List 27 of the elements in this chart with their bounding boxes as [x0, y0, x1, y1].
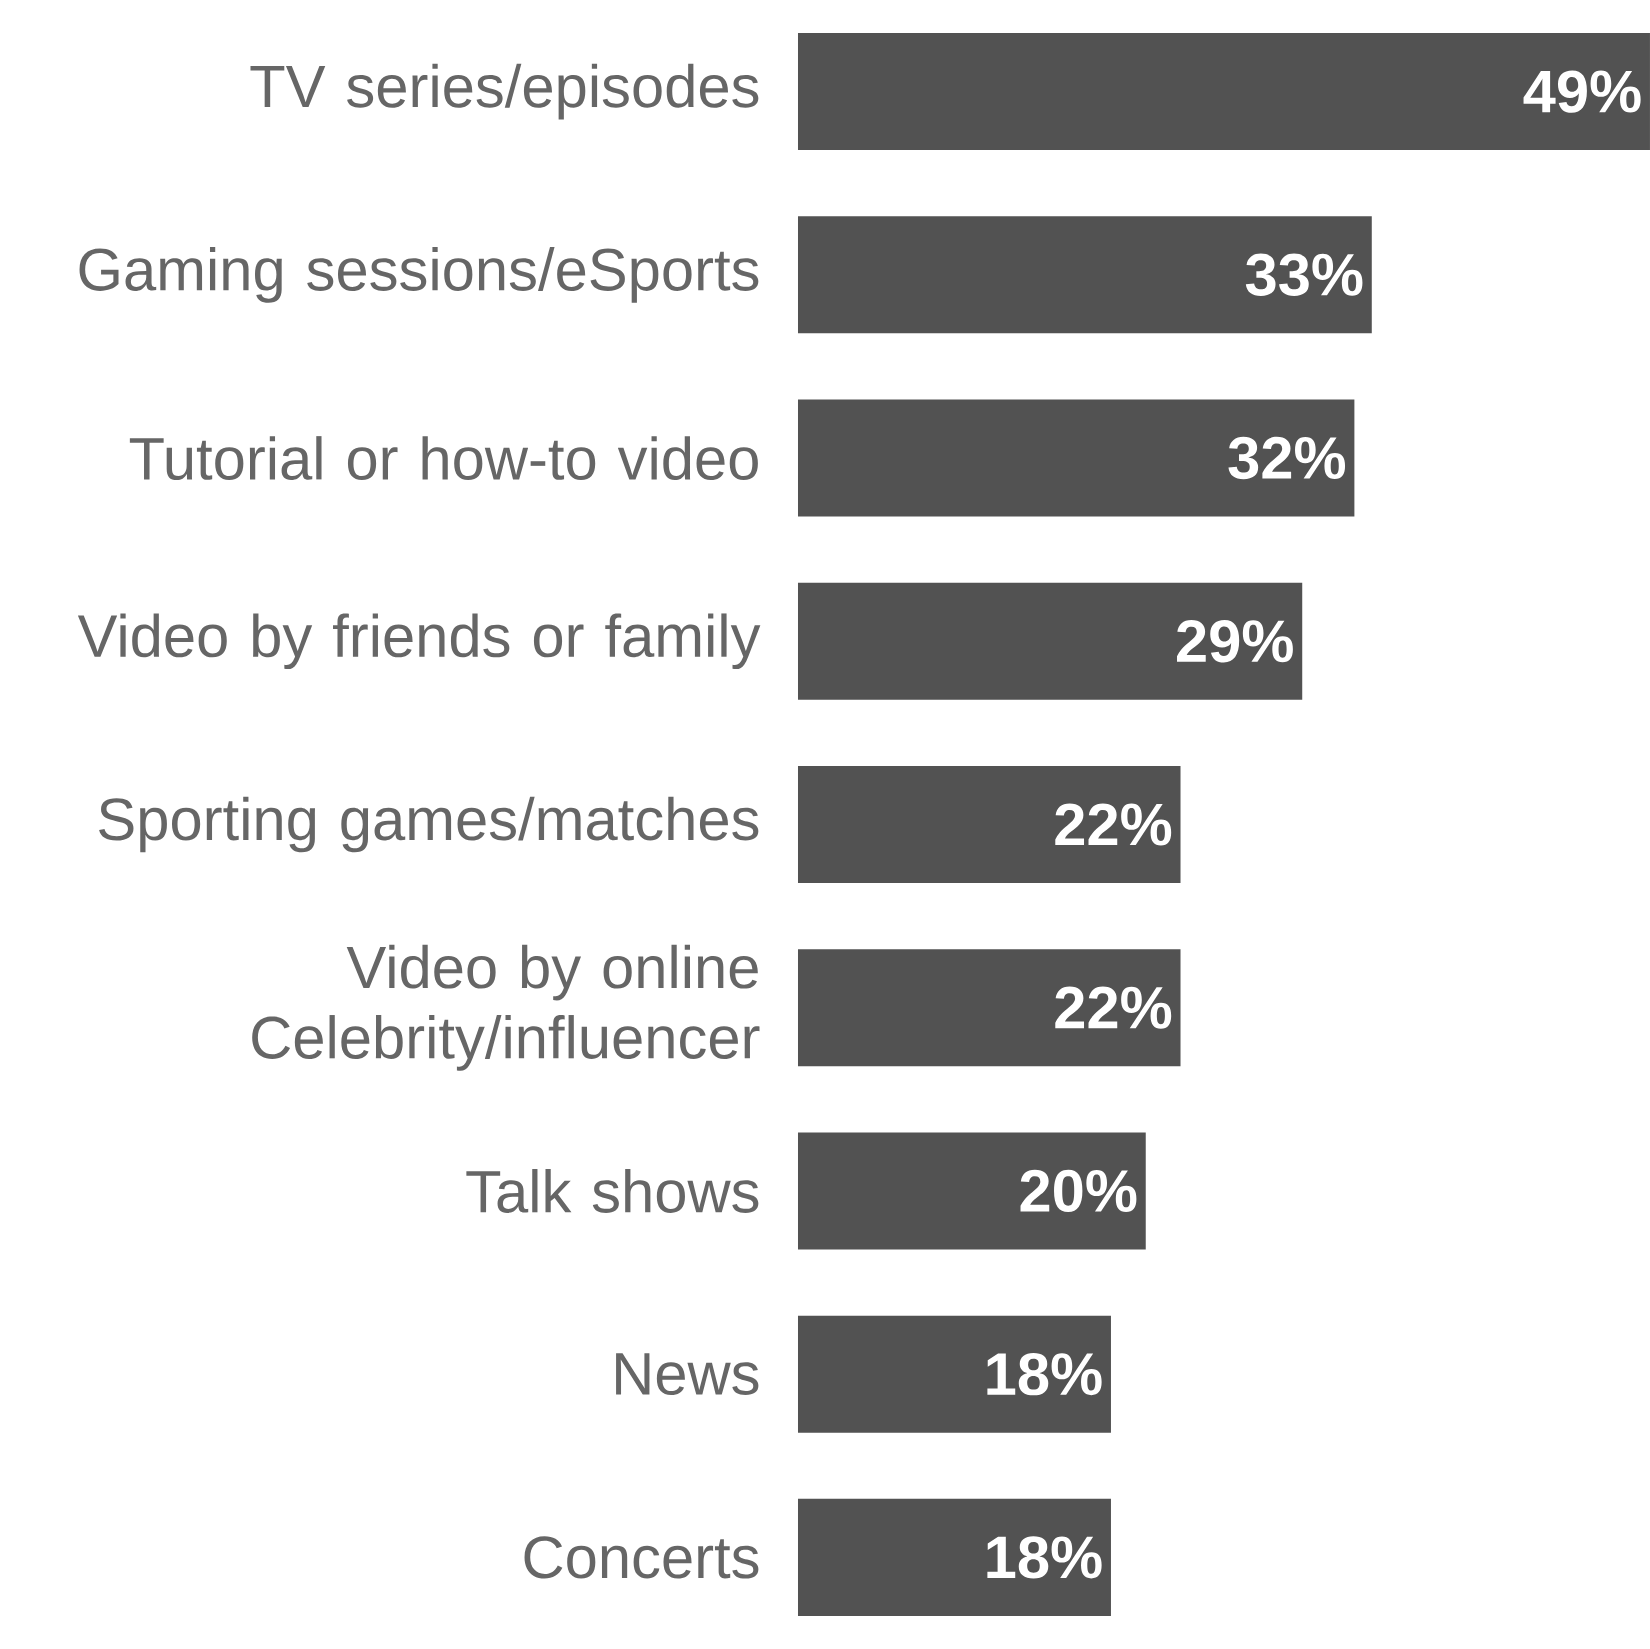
data-label: 18%	[987, 1353, 1102, 1396]
data-label: 18%	[987, 1536, 1102, 1579]
bar	[797, 33, 1650, 151]
data-label: 32%	[1228, 436, 1346, 480]
bar	[797, 766, 1181, 884]
y-tick-label: Video by friends or family	[77, 613, 761, 670]
y-tick-label: Talk shows	[466, 1169, 759, 1213]
data-label: 22%	[1055, 986, 1172, 1029]
bar	[797, 582, 1303, 700]
y-tick-label: News	[616, 1353, 759, 1396]
y-tick-label: Concerts	[524, 1536, 759, 1579]
data-label: 33%	[1245, 253, 1363, 297]
y-tick-label: TV series/episodes	[250, 63, 759, 120]
y-tick-label: Sporting games/matches	[99, 796, 759, 853]
bar	[797, 399, 1355, 517]
bar	[797, 1315, 1111, 1433]
y-tick-label: Video by online Celebrity/influencer	[252, 944, 760, 1071]
data-label: 49%	[1523, 70, 1641, 113]
data-label: 22%	[1055, 803, 1172, 846]
data-label: 20%	[1020, 1169, 1137, 1213]
bar	[797, 1132, 1146, 1250]
data-label: 29%	[1177, 620, 1293, 663]
bar	[797, 1498, 1111, 1616]
y-tick-label: Gaming sessions/eSports	[79, 247, 759, 303]
bar	[797, 216, 1372, 334]
bar	[797, 949, 1181, 1067]
y-tick-label: Tutorial or how-to video	[129, 436, 758, 481]
